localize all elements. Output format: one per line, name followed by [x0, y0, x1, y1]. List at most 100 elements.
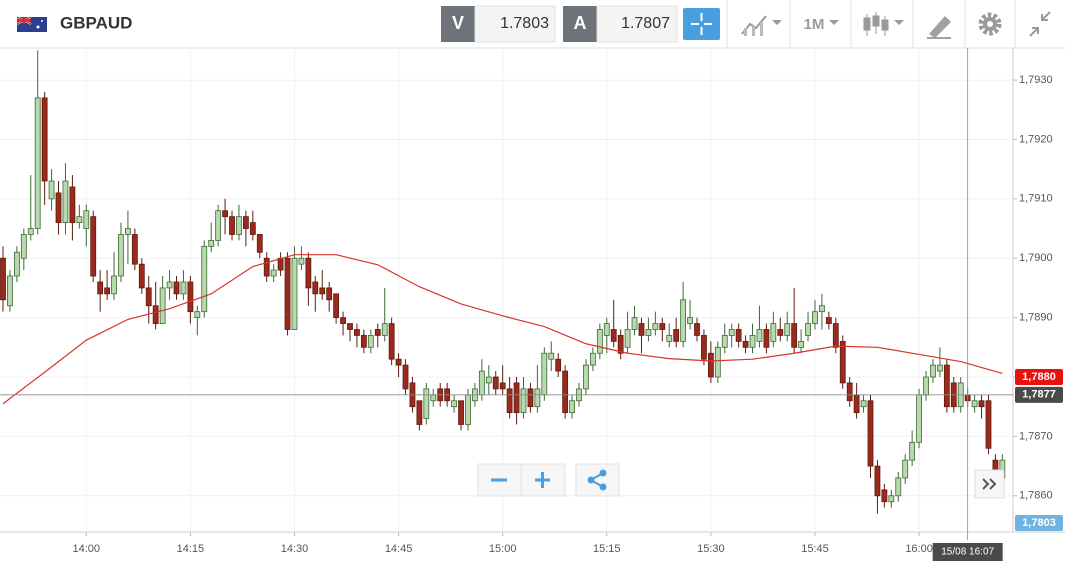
- settings-button[interactable]: [978, 12, 1002, 36]
- ask-price: 1.7807: [621, 15, 670, 32]
- candle-body: [236, 216, 242, 235]
- candle-body: [874, 465, 881, 497]
- bid-button[interactable]: [441, 6, 475, 42]
- x-tick-label: 14:30: [281, 543, 309, 555]
- candle-body: [270, 269, 277, 277]
- candle-body: [645, 329, 652, 336]
- crosshair-price-label: 1,7877: [1022, 389, 1056, 401]
- x-tick-label: 15:45: [801, 543, 829, 555]
- candle-body: [881, 489, 888, 503]
- candle-body: [624, 329, 631, 348]
- y-tick-label: 1,7900: [1019, 252, 1053, 264]
- candle-body: [319, 287, 326, 295]
- candle-body: [666, 335, 673, 342]
- scroll-end-button[interactable]: [974, 469, 1005, 499]
- candle-body: [590, 352, 596, 366]
- flag: [16, 16, 47, 32]
- candle-body: [895, 477, 902, 497]
- candle-body: [846, 382, 853, 402]
- candle-body: [555, 358, 562, 372]
- candle-body: [62, 180, 69, 223]
- candle-body: [902, 459, 909, 479]
- candle-body: [354, 329, 360, 336]
- candle-body: [909, 441, 916, 461]
- draw-button[interactable]: [927, 16, 951, 39]
- candle-body: [367, 335, 374, 348]
- candle-body: [784, 323, 791, 336]
- candle-body: [756, 329, 763, 342]
- candle-body: [20, 234, 27, 259]
- candle-body: [97, 281, 104, 295]
- candle-body: [562, 370, 569, 414]
- crosshair-button[interactable]: [683, 8, 720, 40]
- candle-body: [312, 281, 319, 295]
- candle-body: [721, 335, 728, 348]
- candle-body: [513, 382, 520, 414]
- candle-body: [118, 234, 124, 277]
- candle-body: [541, 352, 548, 396]
- timeframe: 1M: [804, 16, 825, 33]
- candle-body: [340, 317, 346, 324]
- candle-body: [701, 335, 707, 360]
- header-separators: [726, 0, 1016, 48]
- candle-body: [69, 186, 76, 223]
- candle-body: [971, 400, 978, 408]
- candle-body: [985, 400, 992, 449]
- candle-body: [451, 400, 458, 408]
- candle-body: [819, 305, 825, 313]
- bid-price: 1.7803: [500, 15, 549, 32]
- x-tick-label: 15:30: [697, 543, 725, 555]
- candle-body: [742, 340, 749, 348]
- candle-body: [423, 388, 430, 419]
- candle-body: [478, 370, 485, 396]
- candle-body: [347, 323, 353, 330]
- candle-body: [770, 323, 777, 342]
- y-tick-label: 1,7920: [1019, 133, 1053, 145]
- candle-body: [714, 346, 721, 378]
- candle-body: [76, 216, 83, 223]
- ask-label: A: [574, 13, 587, 33]
- candle-body: [131, 234, 138, 265]
- ask-box[interactable]: [596, 5, 678, 43]
- candle-body: [360, 335, 367, 348]
- candle-body: [583, 364, 589, 390]
- candle-body: [832, 323, 839, 348]
- candle-body: [48, 180, 55, 200]
- bid-price-label: 1,7803: [1022, 517, 1056, 529]
- candle-body: [687, 317, 693, 324]
- candle-body: [916, 394, 922, 443]
- y-tick-label: 1,7890: [1019, 312, 1053, 324]
- candle-body: [707, 352, 714, 378]
- candle-body: [888, 495, 895, 503]
- candle-body: [839, 340, 846, 384]
- candle-body: [41, 97, 48, 182]
- candle-body: [173, 281, 180, 295]
- ask-button[interactable]: [563, 6, 597, 42]
- candle-body: [34, 97, 41, 229]
- candle-body: [617, 335, 624, 354]
- chart-type-button[interactable]: [863, 12, 904, 36]
- share-button[interactable]: [575, 463, 620, 497]
- candle-body: [978, 400, 985, 408]
- candle-body: [55, 192, 62, 223]
- x-tick-label: 15:00: [489, 543, 517, 555]
- candle-body: [763, 329, 770, 348]
- candle-body: [138, 263, 145, 289]
- candle-body: [694, 323, 700, 336]
- candle-body: [798, 340, 804, 348]
- candle-body: [860, 400, 867, 408]
- candle-body: [298, 257, 305, 265]
- candle-body: [923, 376, 929, 396]
- zoom-out-button[interactable]: [477, 463, 522, 497]
- bid-box[interactable]: [474, 5, 556, 43]
- candle-body: [7, 275, 13, 307]
- timeframe-button[interactable]: 1M: [804, 16, 839, 33]
- indicator-button[interactable]: [741, 15, 782, 36]
- zoom-in-button[interactable]: [520, 463, 566, 497]
- bid-label: V: [452, 13, 464, 33]
- candle-body: [465, 394, 471, 425]
- collapse-button[interactable]: [1029, 11, 1051, 37]
- candle-body: [416, 400, 423, 425]
